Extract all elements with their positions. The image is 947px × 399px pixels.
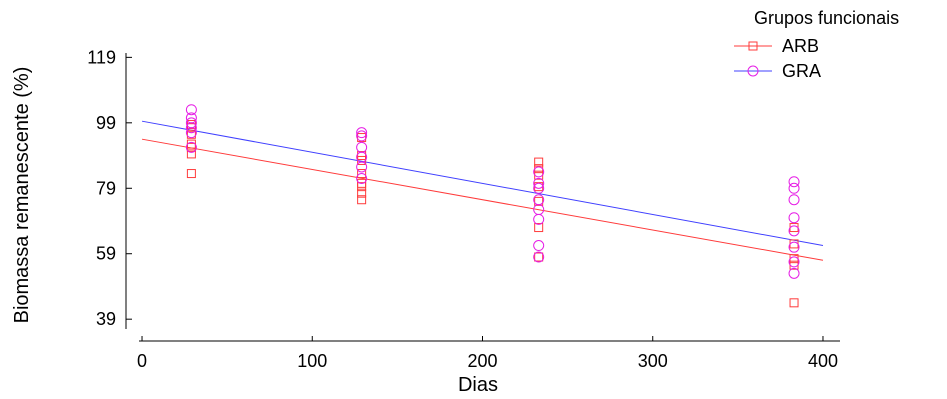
- point-arb: [535, 253, 543, 261]
- y-tick-label: 79: [96, 178, 116, 198]
- fit-line-arb: [142, 139, 823, 260]
- y-tick-label: 99: [96, 113, 116, 133]
- legend: Grupos funcionais ARB GRA: [734, 8, 899, 81]
- legend-title: Grupos funcionais: [754, 8, 899, 28]
- point-gra: [357, 162, 367, 172]
- point-arb: [790, 299, 798, 307]
- point-gra: [789, 213, 799, 223]
- fit-line-gra: [142, 121, 823, 245]
- legend-item-arb: ARB: [734, 36, 819, 56]
- point-arb: [790, 224, 798, 232]
- x-tick-label: 100: [297, 351, 327, 371]
- legend-item-gra: GRA: [734, 61, 821, 81]
- x-tick-label: 300: [638, 351, 668, 371]
- y-ticks: 39 59 79 99 119: [87, 47, 132, 329]
- x-tick-label: 0: [137, 351, 147, 371]
- point-arb: [187, 140, 195, 148]
- data-points: [186, 105, 799, 307]
- x-tick-label: 200: [467, 351, 497, 371]
- fit-lines: [142, 121, 823, 260]
- point-gra: [789, 195, 799, 205]
- axes: [126, 53, 840, 341]
- x-axis-title: Dias: [458, 374, 498, 396]
- legend-items: ARB GRA: [734, 36, 821, 81]
- legend-label: ARB: [782, 36, 819, 56]
- point-arb: [187, 170, 195, 178]
- point-gra: [789, 268, 799, 278]
- point-gra: [534, 241, 544, 251]
- legend-label: GRA: [782, 61, 821, 81]
- x-tick-label: 400: [808, 351, 838, 371]
- point-gra: [534, 214, 544, 224]
- point-gra: [789, 177, 799, 187]
- y-tick-label: 119: [87, 47, 116, 67]
- y-tick-label: 59: [96, 244, 116, 264]
- y-tick-label: 39: [96, 309, 116, 329]
- y-axis-title: Biomassa remanescente (%): [11, 67, 33, 324]
- point-gra: [357, 142, 367, 152]
